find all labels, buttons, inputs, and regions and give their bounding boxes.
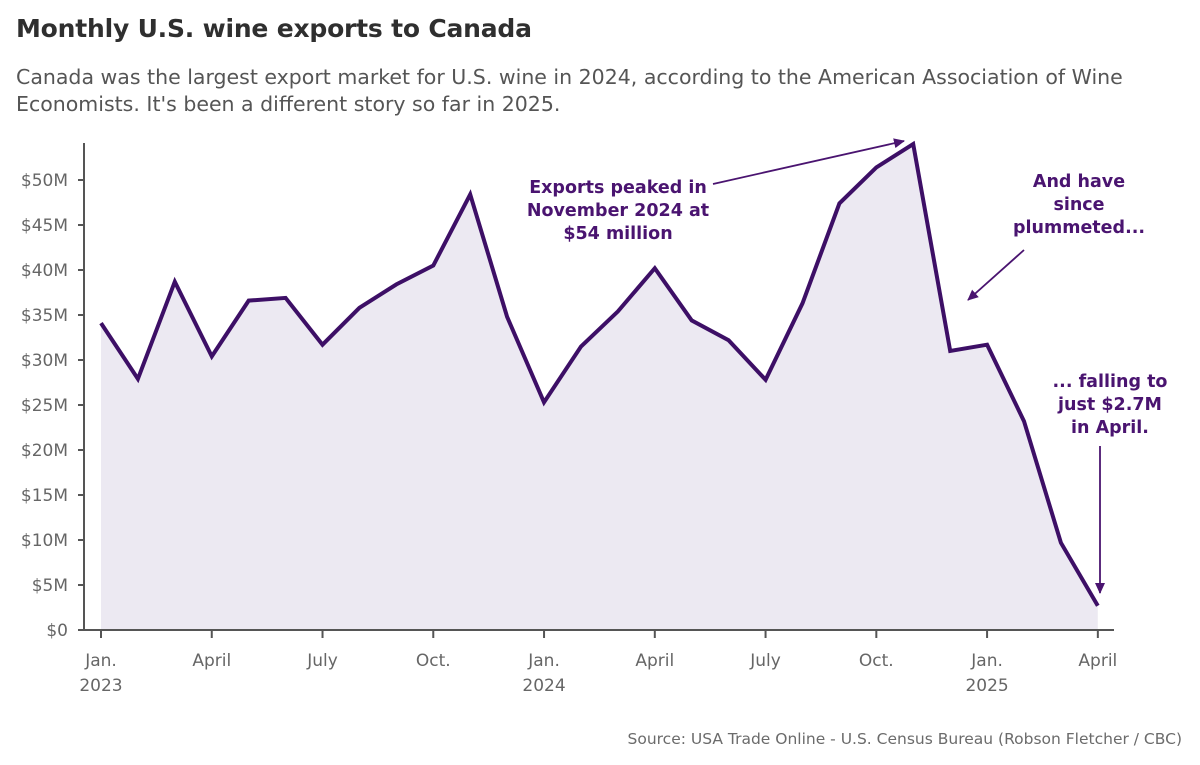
x-tick-label: July bbox=[749, 651, 781, 671]
x-tick-label: Jan. bbox=[84, 651, 117, 671]
x-tick-label: April bbox=[192, 651, 231, 671]
data-point bbox=[210, 354, 214, 358]
annotation-arrow bbox=[712, 138, 905, 185]
data-point bbox=[542, 400, 546, 404]
data-point bbox=[247, 299, 251, 303]
data-point bbox=[911, 142, 915, 146]
annotation-arrow bbox=[967, 249, 1025, 301]
y-tick-label: $30M bbox=[21, 351, 68, 371]
x-tick-label: Oct. bbox=[859, 651, 894, 671]
data-point bbox=[616, 309, 620, 313]
y-tick-label: $50M bbox=[21, 171, 68, 191]
data-point bbox=[357, 306, 361, 310]
annotation-line: just $2.7M bbox=[1057, 395, 1162, 415]
annotation-line: November 2024 at bbox=[527, 201, 709, 221]
y-tick-label: $25M bbox=[21, 396, 68, 416]
annotation-text: And have since plummeted... bbox=[1013, 172, 1145, 238]
data-point bbox=[1059, 541, 1063, 545]
data-point bbox=[394, 282, 398, 286]
y-tick-label: $0 bbox=[46, 621, 68, 641]
annotation-line: And have bbox=[1033, 172, 1125, 192]
annotation-line: Exports peaked in bbox=[529, 178, 707, 198]
data-point bbox=[653, 266, 657, 270]
annotation-line: ... falling to bbox=[1053, 372, 1168, 392]
annotation-text: Exports peaked in November 2024 at $54 mil… bbox=[527, 178, 709, 244]
data-point bbox=[99, 321, 103, 325]
data-point bbox=[690, 318, 694, 322]
source-note: Source: USA Trade Online - U.S. Census B… bbox=[627, 730, 1183, 748]
annotation-line: plummeted... bbox=[1013, 218, 1145, 238]
x-tick-year-label: 2023 bbox=[79, 676, 122, 696]
y-tick-label: $10M bbox=[21, 531, 68, 551]
data-point bbox=[468, 192, 472, 196]
data-point bbox=[1096, 604, 1100, 608]
x-tick-label: April bbox=[1078, 651, 1117, 671]
chart-subtitle: Canada was the largest export market for… bbox=[16, 65, 1123, 116]
x-tick-label: July bbox=[306, 651, 338, 671]
y-tick-label: $45M bbox=[21, 216, 68, 236]
annotation-line: $54 million bbox=[563, 224, 672, 244]
data-point bbox=[874, 165, 878, 169]
annotation-line: since bbox=[1053, 195, 1104, 215]
annotation-line: in April. bbox=[1071, 418, 1149, 438]
y-tick-label: $35M bbox=[21, 306, 68, 326]
data-point bbox=[321, 343, 325, 347]
data-point bbox=[764, 378, 768, 382]
data-point bbox=[985, 343, 989, 347]
annotation-text: ... falling to just $2.7M in April. bbox=[1053, 372, 1168, 438]
chart-title: Monthly U.S. wine exports to Canada bbox=[16, 14, 532, 43]
x-tick-label: Oct. bbox=[416, 651, 451, 671]
y-tick-label: $40M bbox=[21, 261, 68, 281]
data-point bbox=[284, 296, 288, 300]
data-point bbox=[431, 264, 435, 268]
y-tick-label: $15M bbox=[21, 486, 68, 506]
x-tick-label: Jan. bbox=[527, 651, 560, 671]
x-tick-year-label: 2025 bbox=[965, 676, 1008, 696]
x-tick-label: April bbox=[635, 651, 674, 671]
data-point bbox=[1022, 419, 1026, 423]
data-point bbox=[727, 338, 731, 342]
data-point bbox=[948, 349, 952, 353]
x-tick-year-label: 2024 bbox=[522, 676, 565, 696]
data-point bbox=[801, 301, 805, 305]
series-area bbox=[101, 144, 1098, 630]
data-point bbox=[579, 345, 583, 349]
series-line bbox=[99, 140, 1100, 607]
data-point bbox=[173, 280, 177, 284]
data-point bbox=[136, 377, 140, 381]
x-tick-label: Jan. bbox=[970, 651, 1003, 671]
data-point bbox=[837, 201, 841, 205]
data-point bbox=[505, 315, 509, 319]
y-tick-label: $20M bbox=[21, 441, 68, 461]
y-tick-label: $5M bbox=[32, 576, 68, 596]
